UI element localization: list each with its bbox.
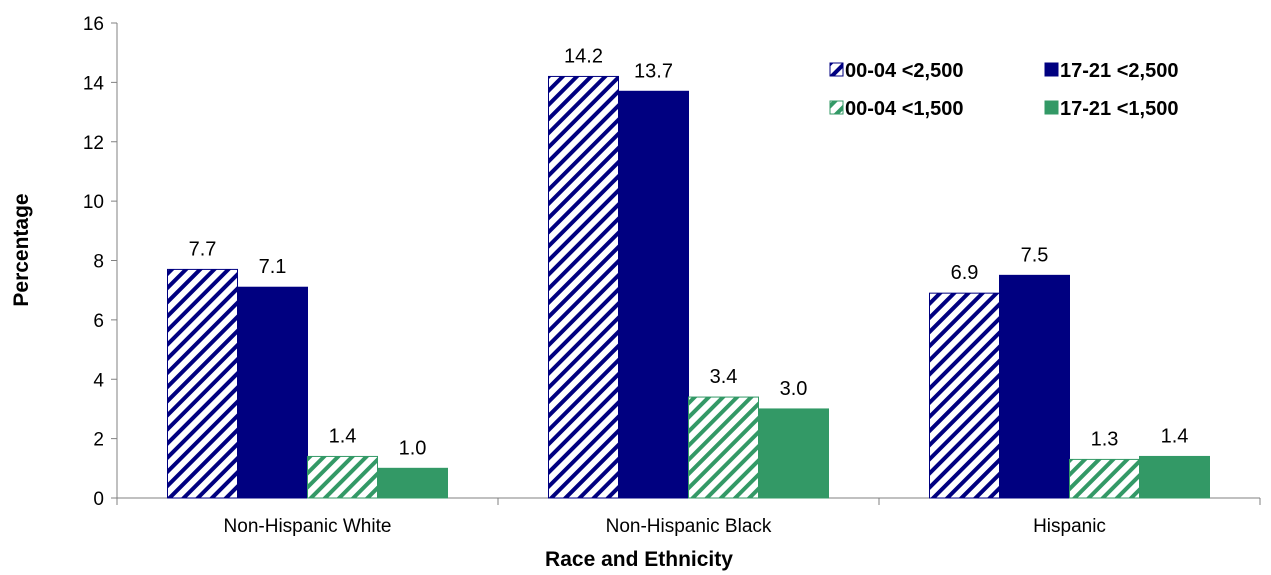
bar bbox=[1139, 455, 1210, 499]
y-tick-label: 16 bbox=[83, 14, 104, 35]
x-tick-label: Hispanic bbox=[1033, 516, 1106, 537]
bar bbox=[999, 274, 1070, 499]
bar bbox=[758, 408, 829, 499]
legend-swatch bbox=[1044, 100, 1059, 115]
data-label: 7.5 bbox=[1021, 244, 1049, 266]
bar bbox=[167, 268, 238, 499]
y-tick-label: 14 bbox=[83, 73, 105, 94]
y-tick-label: 0 bbox=[93, 489, 104, 510]
y-axis-title: Percentage bbox=[10, 193, 33, 306]
data-label: 1.4 bbox=[1161, 425, 1189, 447]
x-tick-label: Non-Hispanic Black bbox=[606, 516, 772, 537]
data-label: 7.1 bbox=[259, 256, 287, 278]
y-tick-label: 8 bbox=[93, 252, 104, 273]
legend: 00-04 <2,500 17-21 <2,500 00-04 <1,500 17-2… bbox=[829, 60, 1178, 120]
data-label: 13.7 bbox=[634, 60, 673, 82]
y-tick-label: 6 bbox=[93, 311, 104, 332]
data-label: 6.9 bbox=[951, 262, 979, 284]
data-label: 3.4 bbox=[710, 366, 738, 388]
x-tick-label: Non-Hispanic White bbox=[224, 516, 392, 537]
bars bbox=[167, 75, 1210, 499]
data-label: 1.4 bbox=[329, 425, 357, 447]
bar bbox=[377, 467, 448, 499]
bar bbox=[307, 455, 378, 499]
bar bbox=[237, 286, 308, 499]
bar bbox=[688, 396, 759, 499]
bar bbox=[618, 90, 689, 499]
bar bbox=[929, 292, 1000, 499]
legend-swatch bbox=[1044, 62, 1059, 77]
data-label: 1.3 bbox=[1091, 428, 1119, 450]
y-tick-label: 12 bbox=[83, 133, 104, 154]
legend-label: 17-21 <2,500 bbox=[1060, 60, 1178, 82]
legend-label: 00-04 <2,500 bbox=[845, 60, 963, 82]
legend-label: 00-04 <1,500 bbox=[845, 98, 963, 120]
data-label: 7.7 bbox=[189, 238, 217, 260]
y-tick-label: 10 bbox=[83, 192, 104, 213]
bar bbox=[1069, 458, 1140, 499]
data-label: 3.0 bbox=[780, 378, 808, 400]
legend-swatch bbox=[829, 62, 844, 77]
y-axis: 0 2 4 6 8 10 12 14 16 bbox=[83, 14, 118, 510]
legend-label: 17-21 <1,500 bbox=[1060, 98, 1178, 120]
y-tick-label: 2 bbox=[93, 430, 104, 451]
data-labels: 7.7 7.1 1.4 1.0 14.2 13.7 3.4 3.0 6.9 7.5 1.3 1.4 bbox=[189, 45, 1189, 459]
data-label: 1.0 bbox=[399, 437, 427, 459]
data-label: 14.2 bbox=[564, 45, 603, 67]
y-tick-label: 4 bbox=[93, 370, 104, 391]
bar bbox=[548, 75, 619, 499]
x-axis: Non-Hispanic White Non-Hispanic Black Hisp… bbox=[116, 497, 1261, 537]
x-axis-title: Race and Ethnicity bbox=[545, 548, 733, 571]
legend-swatch bbox=[829, 100, 844, 115]
